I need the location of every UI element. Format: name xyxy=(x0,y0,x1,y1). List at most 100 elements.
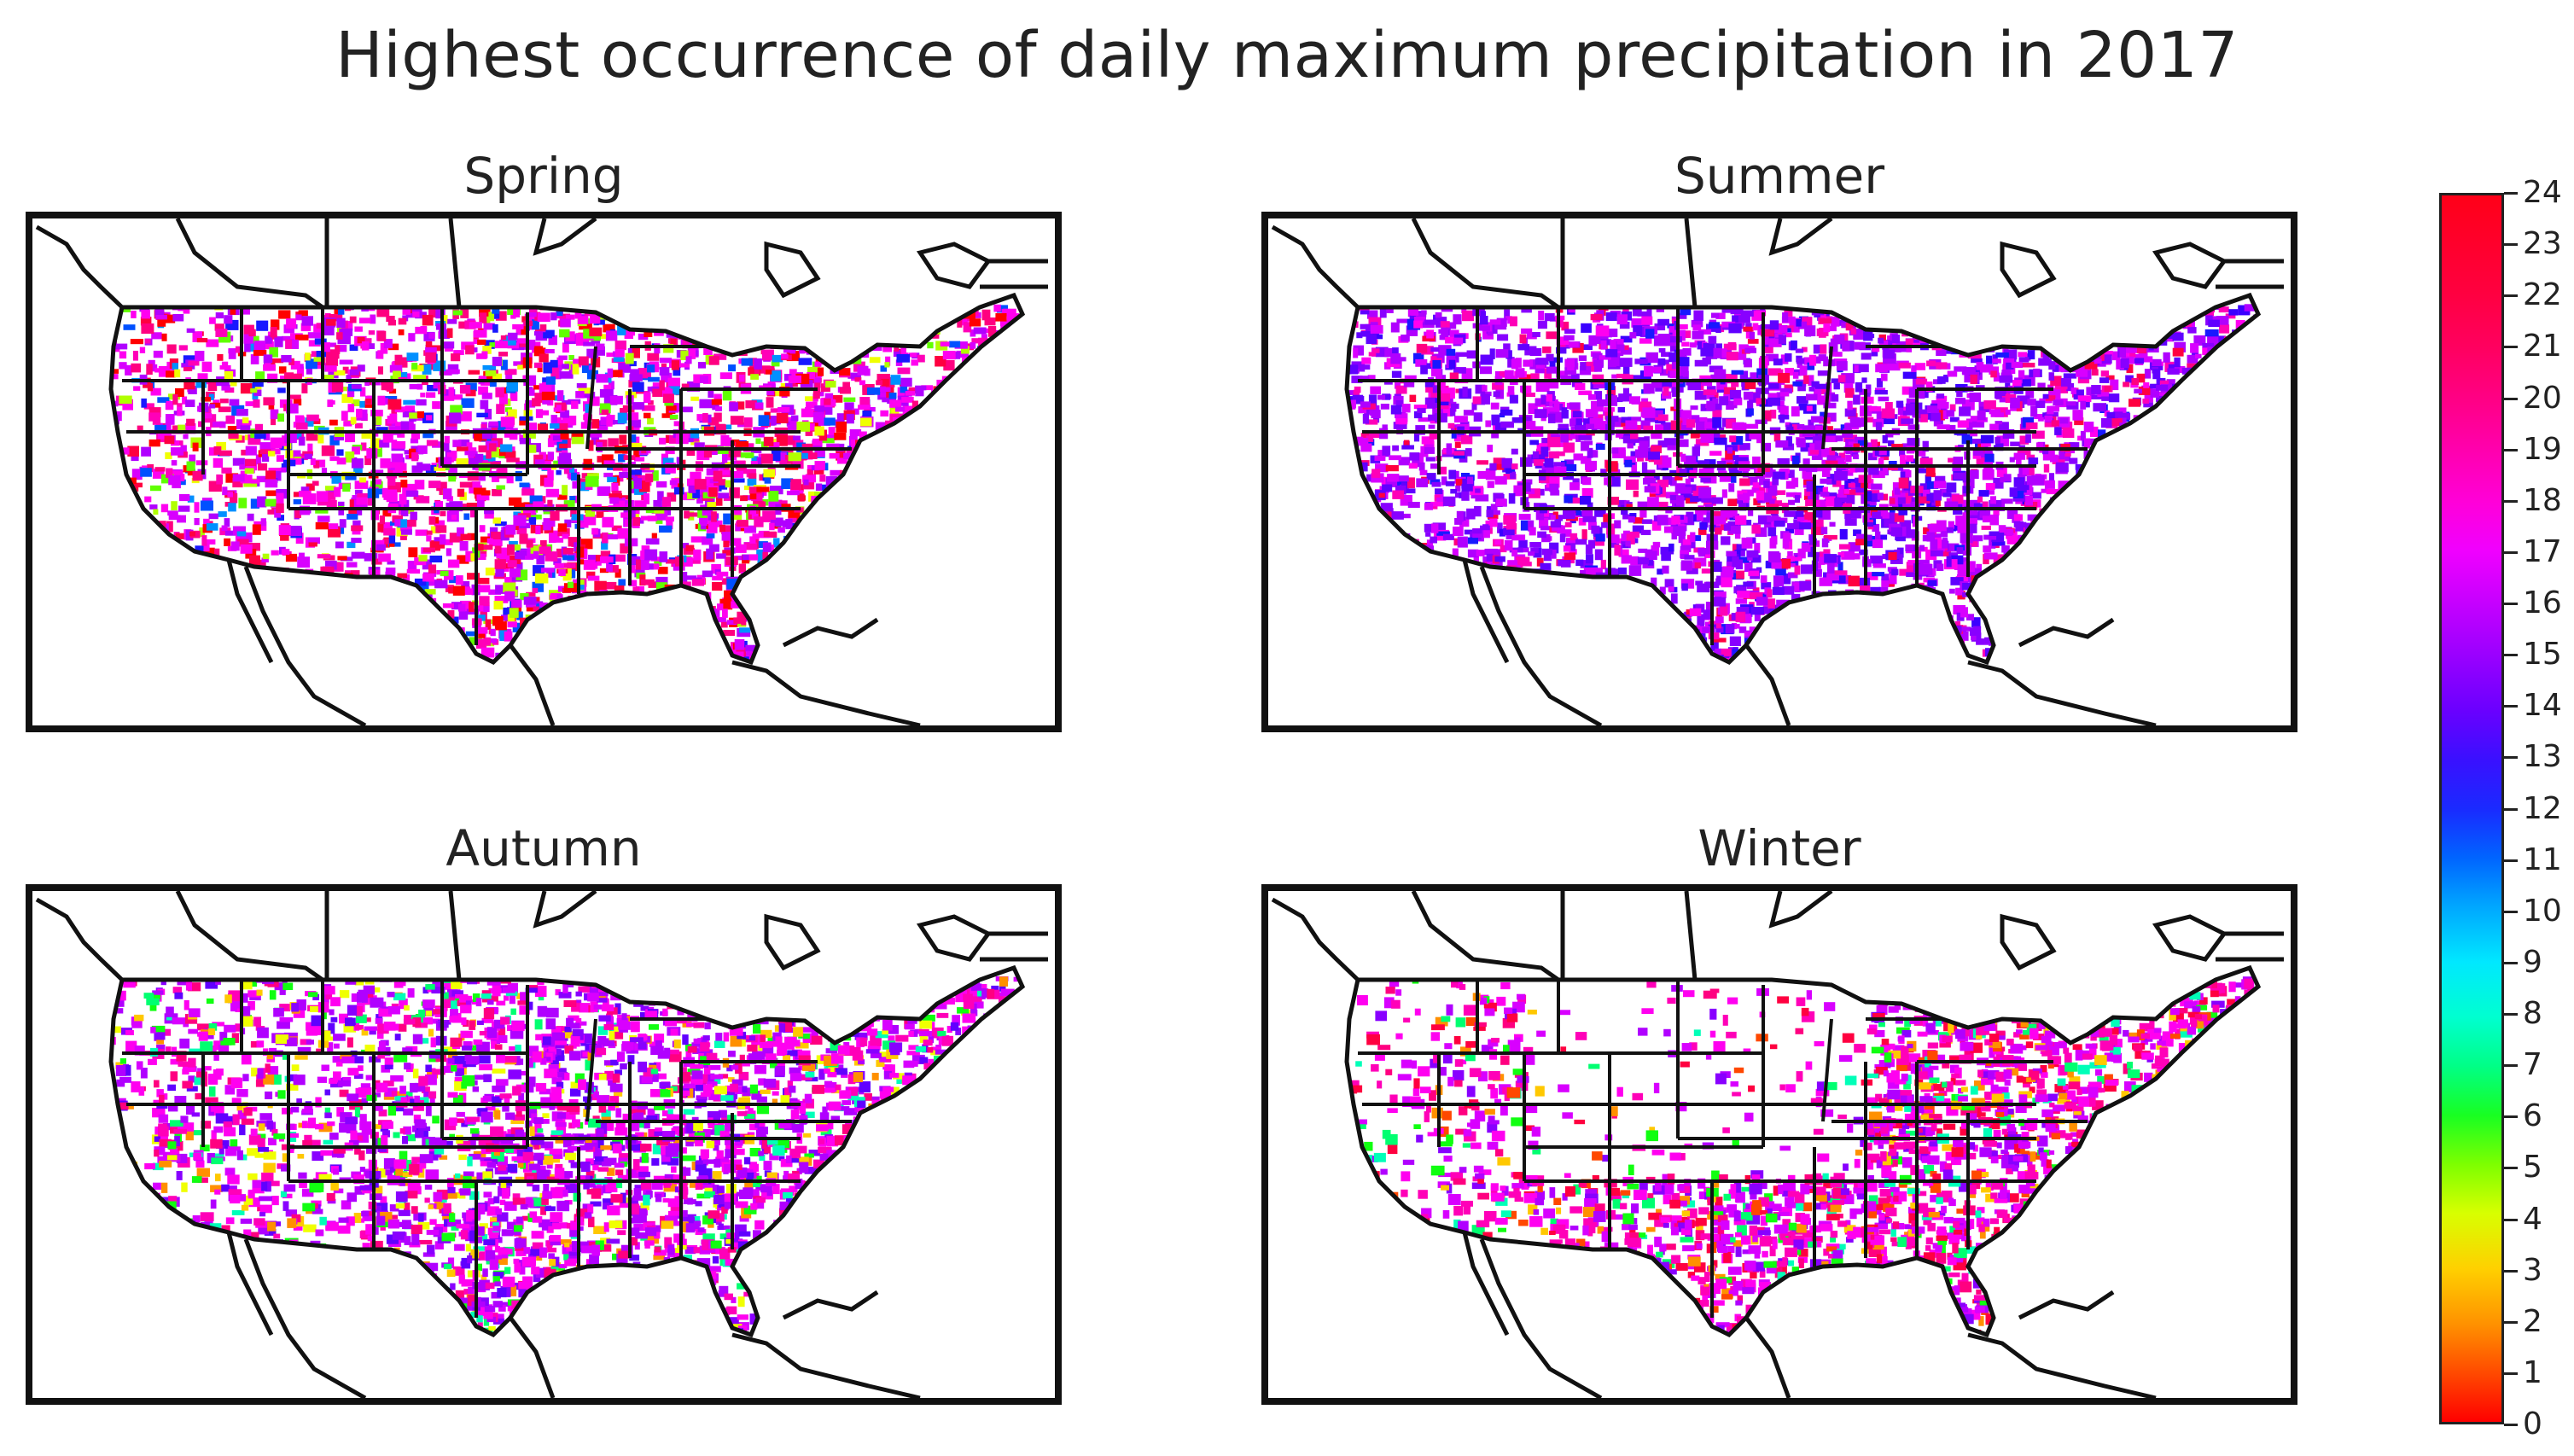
precip-cell xyxy=(693,374,706,383)
precip-cell xyxy=(277,515,284,521)
precip-cell xyxy=(422,574,434,582)
precip-cell xyxy=(986,482,993,493)
precip-cell xyxy=(397,573,407,579)
precip-cell xyxy=(687,381,701,392)
precip-cell xyxy=(141,446,151,457)
precip-cell xyxy=(341,393,353,404)
precip-cell xyxy=(898,557,912,566)
precip-cell xyxy=(823,522,834,530)
precip-cell xyxy=(966,387,975,395)
precip-cell xyxy=(2122,515,2130,523)
precip-cell xyxy=(1013,439,1022,446)
precip-cell xyxy=(550,568,556,579)
precip-cell xyxy=(1023,659,1032,663)
precip-cell xyxy=(824,673,837,680)
precip-cell xyxy=(667,405,677,411)
precip-cell xyxy=(466,503,477,509)
precip-cell xyxy=(348,598,360,606)
precip-cell xyxy=(754,368,760,374)
precip-cell xyxy=(766,645,775,657)
precip-cell xyxy=(964,482,973,494)
precip-cell xyxy=(332,562,344,572)
precip-cell xyxy=(507,342,519,349)
precip-cell xyxy=(284,372,294,380)
precip-cell xyxy=(912,666,923,677)
precip-cell xyxy=(541,612,550,620)
precip-cell xyxy=(945,614,955,624)
precip-cell xyxy=(213,613,224,624)
precip-cell xyxy=(871,673,879,680)
precip-cell xyxy=(1028,379,1040,388)
precip-cell xyxy=(535,409,544,418)
precip-cell xyxy=(911,334,923,341)
precip-cell xyxy=(767,579,781,588)
precip-cell xyxy=(1029,667,1040,677)
precip-cell xyxy=(469,485,476,494)
precip-cell xyxy=(836,421,847,433)
precip-cell xyxy=(1570,667,1584,677)
precip-cell xyxy=(2149,659,2160,662)
precip-cell xyxy=(306,594,319,602)
precip-cell xyxy=(425,464,436,473)
precip-cell xyxy=(968,645,975,654)
precip-cell xyxy=(128,531,138,540)
precip-cell xyxy=(1738,675,1750,685)
precip-cell xyxy=(499,552,510,563)
precip-cell xyxy=(475,549,487,557)
precip-cell xyxy=(585,404,592,414)
precip-cell xyxy=(224,518,230,527)
precip-cell xyxy=(666,519,673,530)
precip-cell xyxy=(458,321,470,329)
precip-cell xyxy=(277,387,286,393)
precip-cell xyxy=(265,575,277,582)
precip-cell xyxy=(941,458,955,463)
precip-cell xyxy=(210,402,221,408)
precip-cell xyxy=(930,632,941,639)
precip-cell xyxy=(980,429,988,441)
precip-cell xyxy=(178,493,190,502)
precip-cell xyxy=(917,318,930,327)
precip-cell xyxy=(766,319,773,329)
precip-cell xyxy=(388,533,396,544)
precip-cell xyxy=(162,314,176,323)
precip-cell xyxy=(1586,554,1593,564)
precip-cell xyxy=(461,581,470,590)
precip-cell xyxy=(869,661,878,662)
precip-cell xyxy=(196,338,208,343)
precip-cell xyxy=(1507,357,1515,368)
precip-cell xyxy=(700,670,707,678)
precip-cell xyxy=(533,550,539,559)
precip-cell xyxy=(277,413,284,422)
precip-cell xyxy=(382,637,395,644)
precip-cell xyxy=(696,497,703,504)
precip-cell xyxy=(847,344,858,353)
precip-cell xyxy=(2188,493,2199,501)
precip-cell xyxy=(673,487,684,495)
precip-cell xyxy=(921,320,931,326)
precip-cell xyxy=(251,479,260,484)
precip-cell xyxy=(745,670,755,676)
precip-cell xyxy=(547,470,554,480)
precip-cell xyxy=(171,447,183,456)
precip-cell xyxy=(1031,521,1042,526)
precip-cell xyxy=(917,626,929,637)
precip-cell xyxy=(312,574,317,585)
precip-cell xyxy=(840,642,848,650)
precip-cell xyxy=(990,602,999,609)
precip-cell xyxy=(260,518,266,527)
precip-cell xyxy=(183,434,189,440)
precip-cell xyxy=(402,308,411,315)
precip-cell xyxy=(836,325,846,335)
precip-cell xyxy=(766,370,772,375)
precip-cell xyxy=(351,458,364,469)
precip-cell xyxy=(459,661,467,662)
precip-cell xyxy=(1988,321,1995,329)
precip-cell xyxy=(994,512,1007,523)
precip-cell xyxy=(1013,580,1022,589)
precip-cell xyxy=(366,618,380,627)
precip-cell xyxy=(480,662,488,667)
precip-cell xyxy=(722,389,732,401)
precip-cell xyxy=(404,450,412,455)
precip-cell xyxy=(739,627,751,633)
precip-cell xyxy=(244,341,251,352)
